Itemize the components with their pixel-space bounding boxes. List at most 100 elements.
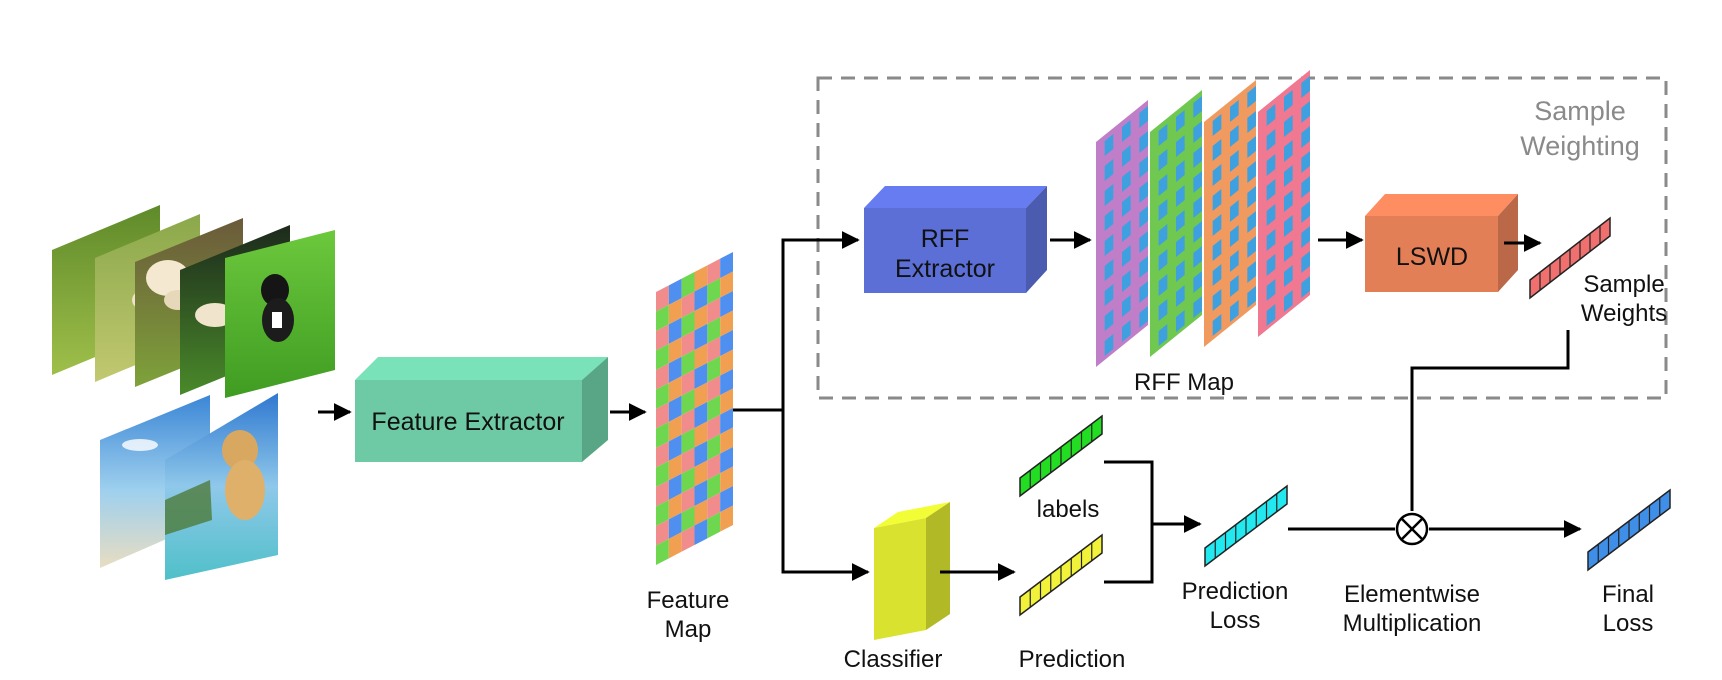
rff-map-stripe: [1104, 184, 1114, 206]
feature-map-cell: [681, 291, 695, 318]
rff-map-stripe: [1266, 129, 1276, 151]
rff-map-stripe: [1266, 154, 1276, 176]
rff-map-stripe: [1158, 249, 1168, 271]
sample-weighting-label-2: Weighting: [1520, 131, 1640, 161]
rff-map-stripe: [1247, 136, 1256, 158]
rff-map-stripe: [1158, 174, 1168, 196]
rff-map-stripe: [1193, 271, 1202, 293]
rff-map-stripe: [1247, 86, 1256, 108]
feature-map-cell: [694, 499, 708, 526]
stack-of-dog-photos-icon: [52, 205, 335, 580]
feature-map-cell: [656, 285, 669, 312]
rff-map-stripe: [1230, 250, 1239, 272]
rff-map-stripe: [1230, 125, 1239, 147]
rff-map-stripe: [1139, 281, 1148, 303]
rff-map-stripe: [1301, 251, 1310, 273]
feature-map-cell: [694, 440, 708, 467]
feature-map-cell: [720, 408, 733, 435]
rff-map-stripe: [1284, 240, 1293, 262]
feature-map-cell: [656, 480, 669, 507]
rff-map-stripe: [1284, 190, 1293, 212]
feature-map-cell: [720, 505, 733, 532]
rff-map-stripe: [1247, 261, 1256, 283]
rff-map-stripe: [1230, 150, 1239, 172]
feature-map-cell: [656, 402, 669, 429]
rff-map-stripe: [1158, 124, 1168, 146]
rff-map-stripe: [1104, 284, 1114, 306]
rff-map-stripe: [1266, 179, 1276, 201]
rff-map-stripe: [1176, 235, 1185, 257]
feature-map-cell: [668, 376, 682, 403]
feature-map-cell: [707, 453, 721, 480]
labels-label: labels: [1037, 496, 1100, 523]
rff-map-stripe: [1193, 121, 1202, 143]
rff-map-stripe: [1158, 199, 1168, 221]
rff-map-stripe: [1176, 185, 1185, 207]
rff-map-stripe: [1284, 90, 1293, 112]
rff-map-stripe: [1266, 304, 1276, 326]
feature-map-cell: [707, 512, 721, 539]
rff-map-stripe: [1122, 295, 1131, 317]
feature-map-cell: [694, 382, 708, 409]
feature-map-cell: [694, 401, 708, 428]
rff-map-stripe: [1284, 115, 1293, 137]
sample-weighting-label-1: Sample: [1534, 96, 1626, 126]
feature-map-cell: [668, 298, 682, 325]
feature-map-cell: [707, 258, 721, 285]
rff-map-stripe: [1193, 196, 1202, 218]
feature-map-cell: [707, 375, 721, 402]
rff-map-stripe: [1230, 225, 1239, 247]
rff-map-stripe: [1193, 171, 1202, 193]
feature-map-cell: [694, 323, 708, 350]
rff-extractor-label-1: RFF: [921, 225, 970, 253]
rff-map-stripe: [1176, 310, 1185, 332]
rff-map-stripe: [1212, 214, 1222, 236]
rff-map-stripe: [1212, 114, 1222, 136]
feature-map-cell: [668, 454, 682, 481]
rff-map-stripe: [1122, 145, 1131, 167]
rff-map-stripe: [1301, 176, 1310, 198]
rff-map-stripe: [1158, 224, 1168, 246]
feature-map-cell: [681, 311, 695, 338]
elementwise-multiplication-label-2: Multiplication: [1343, 610, 1482, 637]
feature-map-cell: [668, 532, 682, 559]
rff-map-stripe: [1139, 306, 1148, 328]
feature-map-cell: [707, 336, 721, 363]
feature-map-cell: [707, 297, 721, 324]
rff-map-stripe: [1158, 324, 1168, 346]
feature-extractor-label: Feature Extractor: [371, 408, 564, 436]
final-loss-vector: [1587, 488, 1671, 572]
feature-map-cell: [720, 310, 733, 337]
rff-map-stripe: [1176, 135, 1185, 157]
feature-map-cell: [720, 271, 733, 298]
rff-map-stripe: [1301, 226, 1310, 248]
rff-map-stripe: [1266, 204, 1276, 226]
feature-map-label-1: Feature: [647, 587, 730, 614]
feature-map-cell: [720, 252, 733, 279]
feature-map-cell: [656, 421, 669, 448]
sample-weights-label-1: Sample: [1583, 271, 1664, 298]
rff-map-stripe: [1122, 245, 1131, 267]
feature-map-cell: [694, 518, 708, 545]
feature-map-cell: [668, 395, 682, 422]
rff-map-stripe: [1247, 286, 1256, 308]
rff-map-stripe: [1104, 334, 1114, 356]
edge-labels-to-merge: [1104, 460, 1154, 524]
rff-map-stripe: [1193, 146, 1202, 168]
feature-map-cell: [656, 363, 669, 390]
rff-map-stripe: [1212, 264, 1222, 286]
rff-map-stripe: [1266, 279, 1276, 301]
feature-map-cell: [681, 447, 695, 474]
feature-map-cell: [668, 512, 682, 539]
feature-map-cell: [681, 350, 695, 377]
rff-map-stripe: [1301, 76, 1310, 98]
feature-map-label-2: Map: [665, 616, 712, 643]
rff-map-stripe: [1301, 126, 1310, 148]
rff-map-stripe: [1212, 289, 1222, 311]
feature-map-cell: [681, 486, 695, 513]
rff-map-stripe: [1176, 260, 1185, 282]
feature-map-cell: [720, 427, 733, 454]
prediction-label: Prediction: [1019, 646, 1126, 673]
rff-map-stripe: [1176, 160, 1185, 182]
